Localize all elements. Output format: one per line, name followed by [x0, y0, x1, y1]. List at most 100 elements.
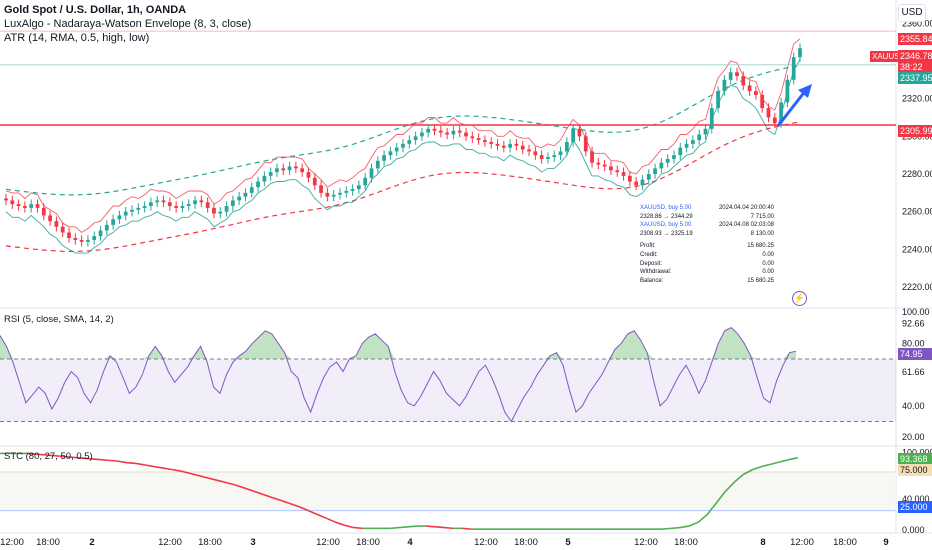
candle-body	[48, 215, 52, 222]
stc-value-tag: 93.368	[898, 453, 932, 465]
candle-body	[659, 162, 664, 169]
stc-line-segment	[217, 479, 227, 484]
candle-body	[577, 128, 582, 137]
candle-body	[583, 136, 588, 152]
rsi-overbought-fill	[640, 340, 648, 359]
candle-body	[67, 232, 71, 239]
rsi-overbought-fill	[258, 330, 266, 359]
candle-body	[470, 136, 475, 139]
candle-body	[35, 204, 40, 208]
stc-line-segment	[54, 454, 64, 458]
candle-body	[722, 79, 727, 92]
lightning-icon[interactable]: ⚡	[792, 291, 807, 306]
rsi-overbought-fill	[789, 351, 796, 359]
rsi-overbought-fill	[103, 355, 111, 359]
candle-body	[785, 79, 790, 103]
candle-body	[350, 189, 355, 191]
stc-axis-tick: 100.000	[902, 448, 932, 458]
time-axis-tick: 12:00	[158, 537, 182, 548]
stc-band-fill	[0, 471, 896, 511]
summary-balance-value: 15 680.25	[747, 277, 774, 284]
stc-line-segment	[36, 453, 46, 456]
stc-line-segment	[462, 527, 472, 530]
summary-balance-label: Balance:	[640, 277, 664, 284]
trade-2-prices: 2308.93 → 2325.19	[640, 230, 693, 237]
candle-body	[142, 206, 147, 208]
rsi-axis-tick: 20.00	[902, 432, 925, 442]
stc-line-segment	[398, 526, 409, 529]
rsi-overbought-fill	[388, 346, 395, 359]
stc-line-segment	[81, 457, 91, 460]
rsi-overbought-fill	[252, 337, 259, 359]
candle-body	[4, 198, 8, 201]
indicator-atr-label[interactable]: ATR (14, RMA, 0.5, high, low)	[4, 32, 150, 44]
candle-body	[60, 226, 65, 233]
candle-body	[155, 200, 160, 203]
candle-body	[609, 166, 613, 171]
rsi-band-fill	[0, 358, 896, 422]
candle-body	[728, 72, 733, 80]
stc-line-segment	[126, 461, 137, 465]
stc-line-segment	[335, 521, 345, 527]
stc-line-segment	[752, 465, 762, 471]
summary-deposit-label: Deposit:	[640, 260, 663, 267]
trade-1-title: XAUUSD, buy 5.00	[640, 205, 692, 211]
rsi-overbought-fill	[265, 330, 272, 359]
candle-body	[772, 117, 777, 124]
candle-body	[243, 192, 248, 197]
stc-line-segment	[688, 521, 699, 527]
stc-line-segment	[298, 505, 309, 512]
rsi-overbought-fill	[783, 352, 790, 359]
candle-body	[205, 202, 210, 208]
time-axis-tick: 2	[89, 537, 94, 548]
candle-body	[514, 143, 519, 146]
rsi-axis-tick: 40.00	[902, 401, 925, 411]
candle-body	[483, 140, 487, 142]
candle-body	[552, 155, 557, 158]
stc-line-segment	[715, 490, 727, 504]
trade-1-time: 2024.04.04 20:00:40	[718, 205, 774, 211]
rsi-overbought-fill	[142, 355, 149, 359]
time-axis-tick: 18:00	[514, 537, 538, 548]
candle-body	[697, 134, 702, 141]
stc-upper-level-tag: 75.000	[898, 464, 932, 476]
rsi-overbought-fill	[375, 333, 382, 359]
candle-body	[621, 172, 626, 176]
candle-body	[798, 48, 802, 58]
price-axis-tick: 2280.000	[902, 169, 932, 179]
candle-body	[476, 138, 481, 141]
stc-line-segment	[262, 493, 273, 499]
summary-withdrawal-value: 0.00	[762, 269, 774, 276]
candle-body	[54, 221, 59, 227]
candle-body	[92, 236, 97, 240]
candle-body	[571, 128, 576, 142]
rsi-overbought-fill	[110, 355, 117, 359]
stc-line-segment	[734, 473, 745, 483]
rsi-pane-title[interactable]: RSI (5, close, SMA, 14, 2)	[4, 314, 114, 325]
candle-body	[558, 151, 563, 156]
currency-button[interactable]: USD	[898, 4, 926, 22]
indicator-envelope-label[interactable]: LuxAlgo - Nadaraya-Watson Envelope (8, 3…	[4, 18, 252, 30]
candle-body	[224, 206, 229, 212]
candle-body	[262, 175, 267, 182]
time-axis-tick: 18:00	[674, 537, 698, 548]
candle-body	[344, 190, 349, 193]
rsi-overbought-fill	[621, 333, 628, 359]
candle-body	[432, 128, 437, 131]
price-axis-tick: 2240.000	[902, 244, 932, 254]
candle-body	[357, 185, 361, 190]
rsi-overbought-fill	[161, 355, 169, 359]
rsi-overbought-fill	[362, 337, 369, 359]
stc-pane-title[interactable]: STC (80, 27, 50, 0.5)	[4, 451, 93, 462]
stc-line-segment	[199, 475, 209, 479]
symbol-tag: XAUUSD	[870, 51, 908, 62]
atr-upper-band	[5, 38, 801, 233]
candle-body	[678, 147, 683, 156]
summary-credit-value: 0.00	[762, 251, 774, 258]
stc-line-segment	[235, 484, 246, 489]
time-axis-tick: 4	[407, 537, 413, 548]
time-axis-tick: 18:00	[833, 537, 857, 548]
stc-line-segment	[117, 460, 128, 464]
rsi-axis-tick: 92.66	[902, 318, 925, 328]
